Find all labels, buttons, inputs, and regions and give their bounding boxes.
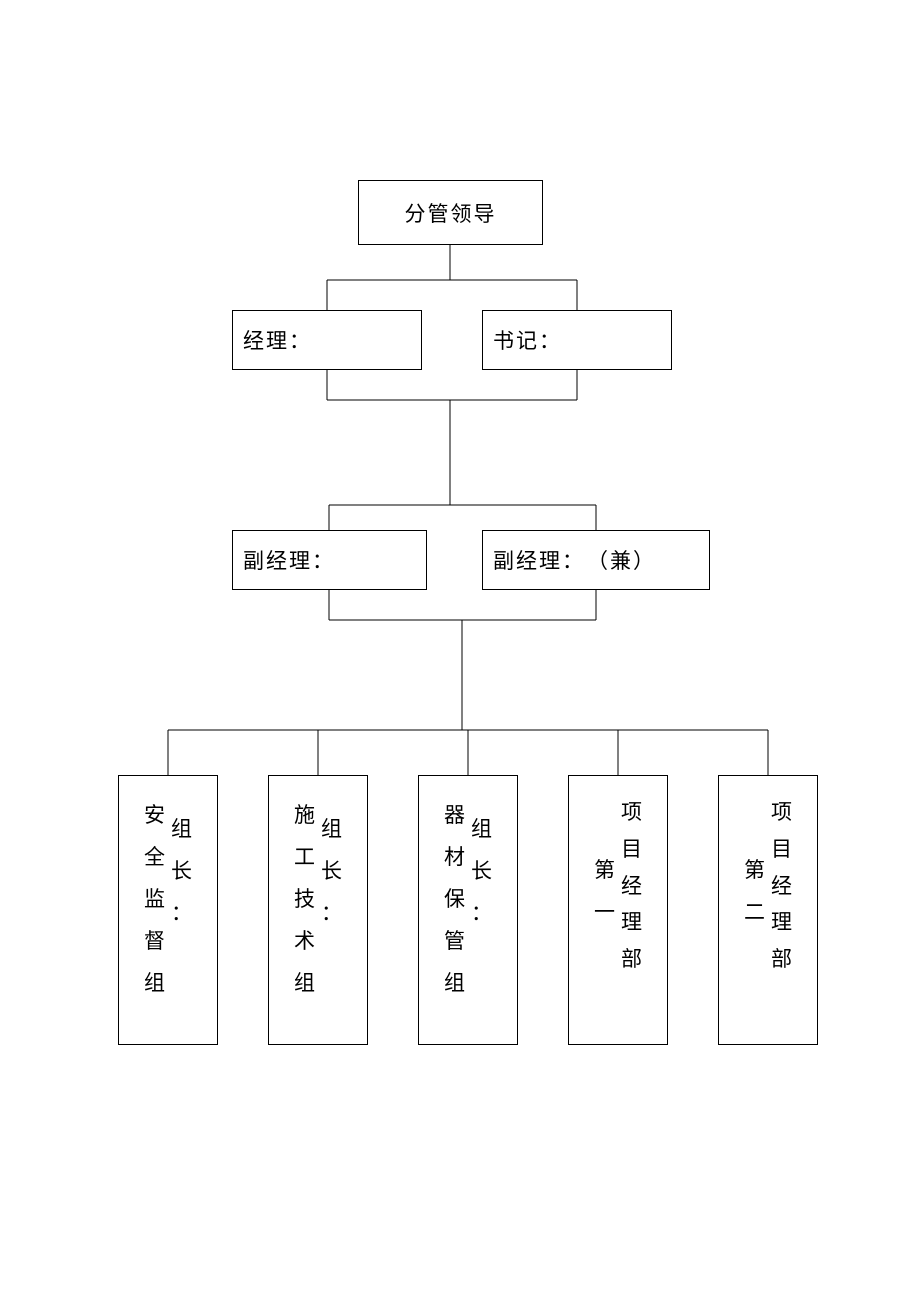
node-vice-manager-1: 副经理： — [232, 530, 427, 590]
node-manager: 经理： — [232, 310, 422, 370]
leaf4-col-b: 项 目 经 理 部 — [621, 794, 642, 978]
node-vice-manager-2: 副经理： （兼） — [482, 530, 710, 590]
node-secretary-label: 书记： — [493, 325, 562, 355]
node-vice2-label: 副经理： （兼） — [493, 545, 656, 575]
node-vice1-label: 副经理： — [243, 545, 335, 575]
leaf5-col-a: 第 二 — [744, 849, 765, 933]
leaf3-col-b: 组 长 ： — [471, 808, 492, 934]
node-root: 分管领导 — [358, 180, 543, 245]
node-manager-label: 经理： — [243, 325, 312, 355]
node-project-dept-2: 第 二 项 目 经 理 部 — [718, 775, 818, 1045]
node-root-label: 分管领导 — [405, 198, 497, 228]
leaf2-col-a: 施 工 技 术 组 — [294, 794, 315, 1004]
node-construction-tech-group: 施 工 技 术 组 组 长 ： — [268, 775, 368, 1045]
leaf1-col-b: 组 长 ： — [171, 808, 192, 934]
node-safety-supervision-group: 安 全 监 督 组 组 长 ： — [118, 775, 218, 1045]
leaf4-col-a: 第 一 — [594, 849, 615, 933]
node-equipment-storage-group: 器 材 保 管 组 组 长 ： — [418, 775, 518, 1045]
leaf5-col-b: 项 目 经 理 部 — [771, 794, 792, 978]
leaf3-col-a: 器 材 保 管 组 — [444, 794, 465, 1004]
node-project-dept-1: 第 一 项 目 经 理 部 — [568, 775, 668, 1045]
leaf2-col-b: 组 长 ： — [321, 808, 342, 934]
node-secretary: 书记： — [482, 310, 672, 370]
leaf1-col-a: 安 全 监 督 组 — [144, 794, 165, 1004]
